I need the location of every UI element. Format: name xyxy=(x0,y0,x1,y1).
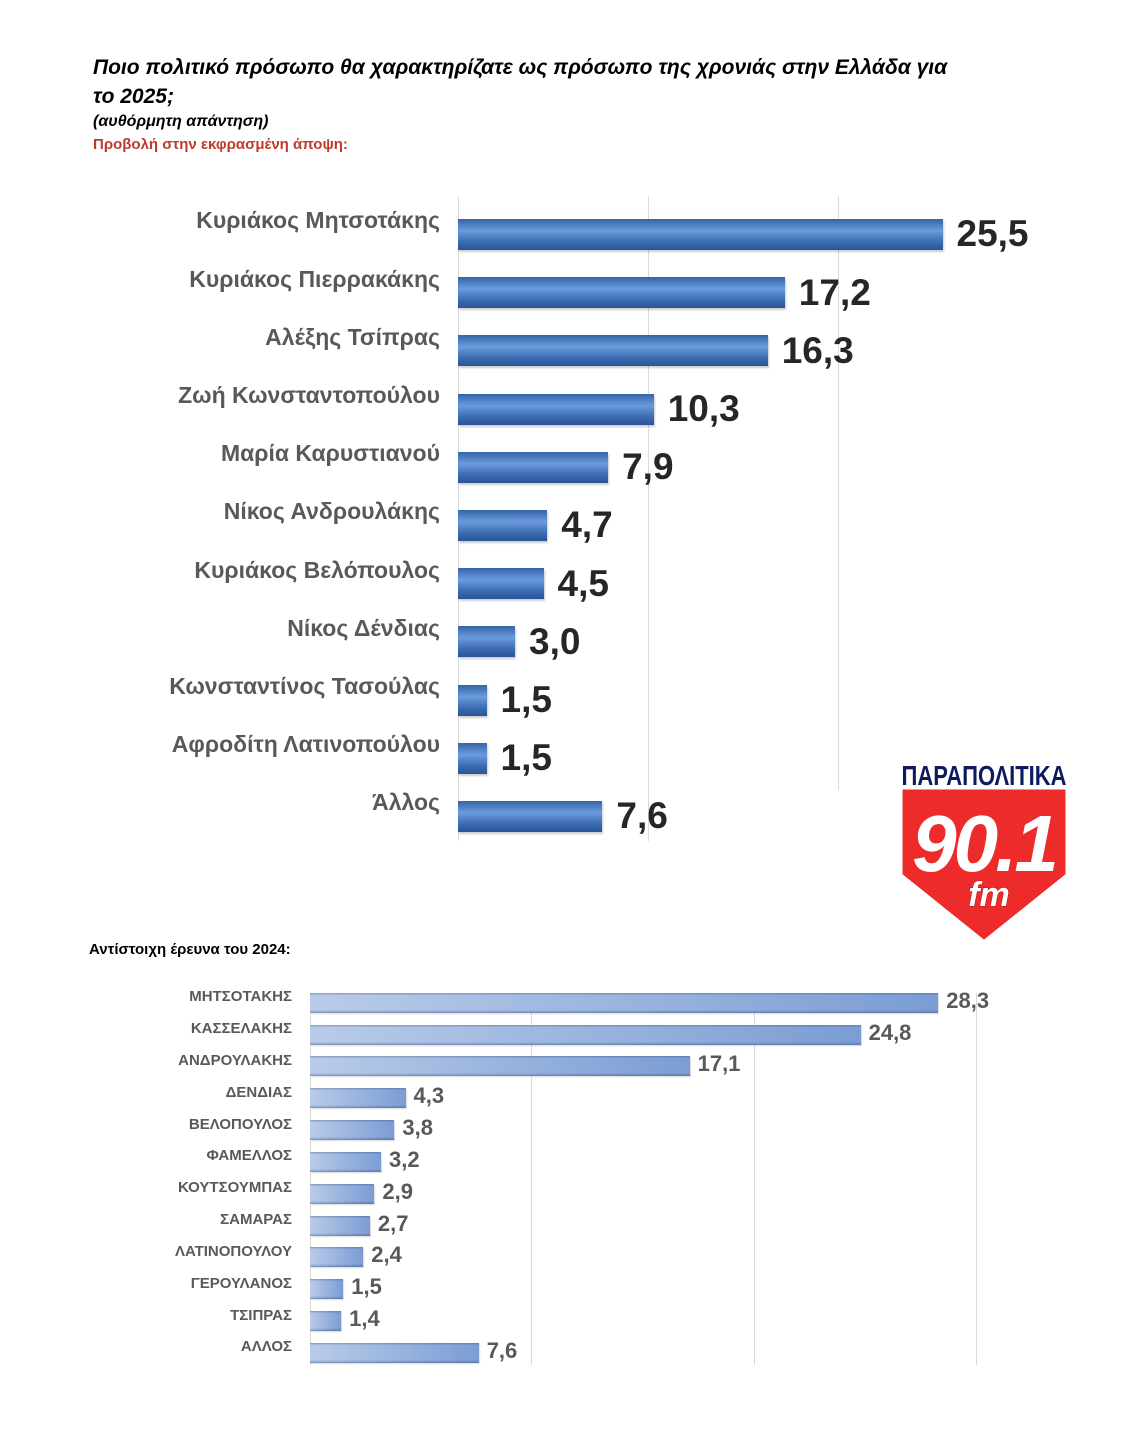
svg-text:fm: fm xyxy=(968,876,1010,914)
svg-text:ΠΑΡΑΠΟΛΙΤΙΚΑ: ΠΑΡΑΠΟΛΙΤΙΚΑ xyxy=(902,760,1067,791)
svg-text:90.1: 90.1 xyxy=(912,799,1056,888)
